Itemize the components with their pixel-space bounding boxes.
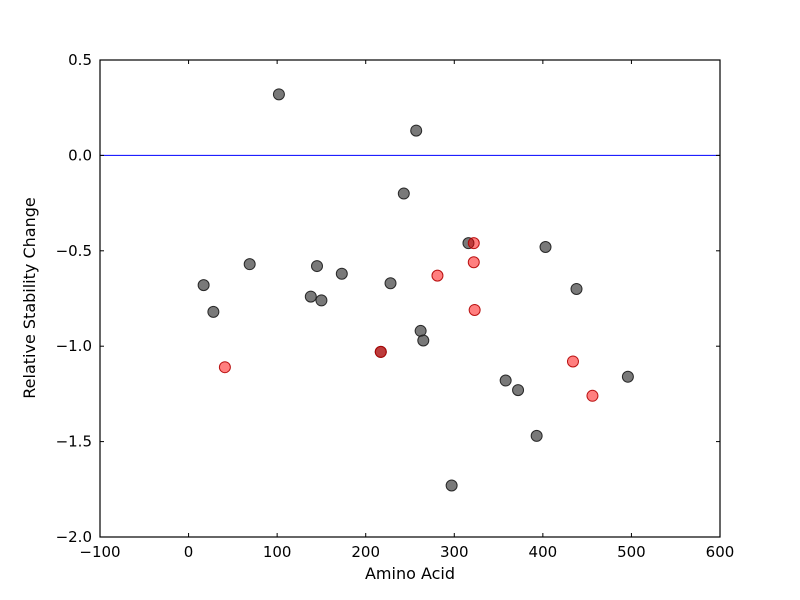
y-tick-label: 0.5: [68, 51, 92, 69]
scatter-point-gray: [384, 277, 397, 290]
x-tick-label: 400: [529, 543, 558, 561]
scatter-point-red: [586, 389, 599, 402]
scatter-point-gray: [512, 384, 525, 397]
scatter-point-gray: [207, 305, 220, 318]
scatter-point-gray: [621, 370, 634, 383]
x-axis-label: Amino Acid: [364, 564, 456, 583]
scatter-point-gray: [311, 260, 323, 273]
plot-border: [99, 59, 721, 538]
scatter-point-red: [467, 237, 480, 250]
y-tick-label: 0.0: [68, 146, 92, 164]
scatter-point-gray: [197, 279, 210, 292]
scatter-point-gray: [445, 479, 458, 492]
x-tick-label: 300: [440, 543, 469, 561]
scatter-point-gray: [243, 258, 256, 271]
scatter-point-gray: [499, 374, 512, 387]
y-tick-label: −1.5: [56, 433, 92, 451]
scatter-point-red: [468, 303, 481, 316]
x-tick-label: 100: [263, 543, 292, 561]
x-tick-label: −100: [79, 543, 120, 561]
scatter-point-gray: [335, 267, 348, 280]
y-axis-label: Relative Stability Change: [20, 197, 39, 399]
scatter-point-gray: [304, 290, 317, 303]
scatter-point-gray: [397, 187, 410, 200]
scatter-point-red: [566, 355, 579, 368]
scatter-point-red: [374, 345, 387, 358]
scatter-point-red: [467, 256, 480, 269]
scatter-point-gray: [410, 124, 423, 137]
x-tick-label: 200: [351, 543, 380, 561]
y-tick-label: −1.0: [56, 337, 92, 355]
scatter-point-gray: [315, 294, 328, 307]
x-tick-label: 500: [617, 543, 646, 561]
scatter-point-red: [431, 269, 444, 282]
y-tick-label: −0.5: [56, 242, 92, 260]
y-tick-label: −2.0: [56, 528, 92, 546]
scatter-point-red: [218, 361, 231, 374]
scatter-point-gray: [530, 429, 543, 442]
x-tick-label: 600: [706, 543, 735, 561]
scatter-point-gray: [539, 240, 552, 253]
scatter-point-gray: [570, 282, 583, 295]
scatter-point-gray: [272, 88, 285, 101]
scatter-point-gray: [417, 334, 430, 347]
x-tick-label: 0: [184, 543, 194, 561]
